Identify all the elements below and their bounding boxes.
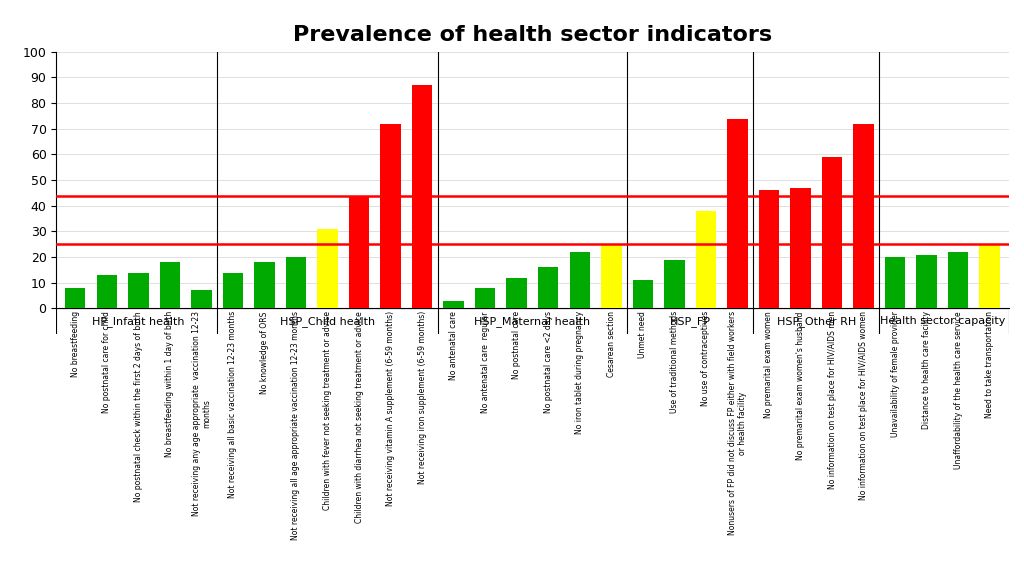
Bar xyxy=(948,252,969,308)
Bar xyxy=(885,257,905,308)
Bar xyxy=(128,272,148,308)
Text: HP_Infant health: HP_Infant health xyxy=(92,316,184,327)
Bar xyxy=(633,280,653,308)
Bar xyxy=(443,301,464,308)
Text: HSP_Other RH: HSP_Other RH xyxy=(776,316,856,327)
Bar xyxy=(538,267,558,308)
Bar xyxy=(475,288,496,308)
Bar xyxy=(349,195,370,308)
Bar xyxy=(569,252,590,308)
Bar xyxy=(317,229,338,308)
Title: Prevalence of health sector indicators: Prevalence of health sector indicators xyxy=(293,25,772,45)
Bar xyxy=(65,288,85,308)
Text: HSP_Maternal health: HSP_Maternal health xyxy=(474,316,591,327)
Bar xyxy=(853,124,873,308)
Text: HSP_Child health: HSP_Child health xyxy=(280,316,375,327)
Bar xyxy=(601,244,622,308)
Bar xyxy=(286,257,306,308)
Bar xyxy=(412,85,432,308)
Bar xyxy=(822,157,843,308)
Bar xyxy=(191,290,212,308)
Bar xyxy=(507,278,527,308)
Bar xyxy=(916,255,937,308)
Bar xyxy=(980,244,1000,308)
Bar xyxy=(791,188,811,308)
Bar xyxy=(222,272,243,308)
Bar xyxy=(759,191,779,308)
Bar xyxy=(727,119,748,308)
Bar xyxy=(665,260,685,308)
Bar xyxy=(695,211,716,308)
Text: Health sector capacity: Health sector capacity xyxy=(880,316,1006,326)
Bar xyxy=(254,262,274,308)
Bar xyxy=(160,262,180,308)
Bar xyxy=(96,275,117,308)
Bar xyxy=(380,124,400,308)
Text: HSP_FP: HSP_FP xyxy=(670,316,711,327)
